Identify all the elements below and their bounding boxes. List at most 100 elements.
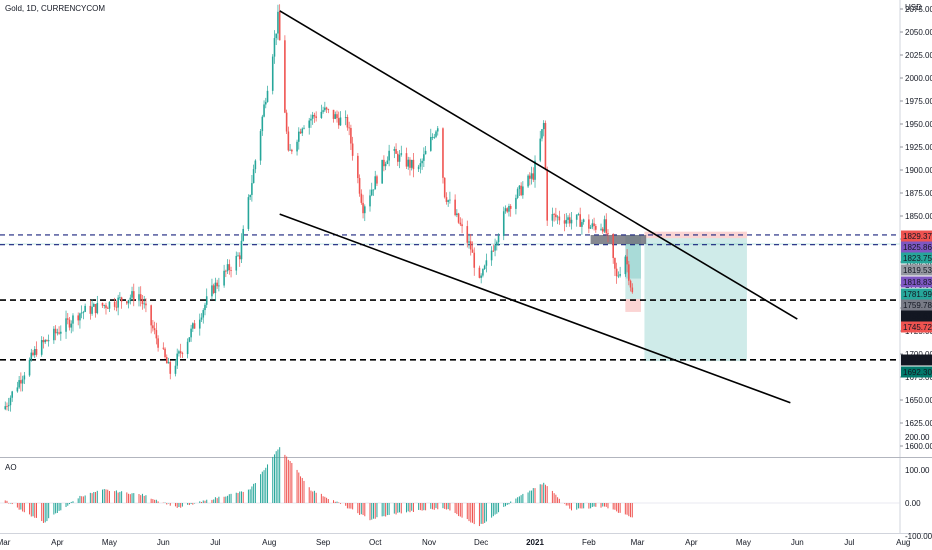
candle-body <box>301 128 304 134</box>
candle-body <box>405 153 408 167</box>
candle-body <box>431 136 434 138</box>
price-label-text: 1825.86 <box>903 243 932 252</box>
candle-body <box>619 274 621 276</box>
candle-body <box>443 177 446 198</box>
candle-body <box>469 241 472 250</box>
candle-body <box>117 297 119 308</box>
candle-body <box>485 260 488 266</box>
candle-body <box>332 109 335 119</box>
time-axis-label: Oct <box>369 538 382 547</box>
candle-body <box>30 352 33 360</box>
candle-body <box>339 117 342 126</box>
candle-body <box>58 332 60 334</box>
candle-body <box>615 268 618 277</box>
candle-body <box>28 359 31 376</box>
price-tick-label: 1650.00 <box>905 396 932 405</box>
candle-body <box>167 362 170 364</box>
candle-body <box>459 222 462 225</box>
candle-body <box>152 325 154 329</box>
candle-body <box>589 227 592 229</box>
price-label-box <box>901 276 932 288</box>
price-tick-label: 2000.00 <box>905 74 932 83</box>
candle-body <box>393 149 396 151</box>
candle-body <box>247 197 250 229</box>
price-label-box <box>901 310 932 322</box>
candle-body <box>214 282 217 294</box>
candle-body <box>553 214 555 215</box>
time-axis-label: Jun <box>157 538 170 547</box>
candle-body <box>396 153 399 162</box>
candle-body <box>129 297 132 300</box>
price-tick-label: 1625.00 <box>905 419 932 428</box>
candle-body <box>461 224 463 227</box>
candle-body <box>179 351 182 354</box>
candle-body <box>285 112 288 132</box>
candle-body <box>44 340 46 343</box>
candle-body <box>20 380 22 384</box>
candle-body <box>254 160 257 170</box>
horizontal-levels[interactable] <box>0 234 900 361</box>
candle-body <box>628 264 630 281</box>
candle-body <box>252 169 255 184</box>
candle-body <box>91 306 93 314</box>
price-tick-label: 1600.00 <box>905 442 932 451</box>
candle-body <box>291 149 293 152</box>
candle-body <box>311 114 314 119</box>
candle-body <box>212 285 215 294</box>
candle-body <box>211 285 213 297</box>
price-tick-label: 2050.00 <box>905 28 932 37</box>
candle-body <box>351 143 354 156</box>
candle-body <box>449 199 451 201</box>
candle-body <box>299 131 302 134</box>
price-label-text: 1819.53 <box>903 266 932 275</box>
candle-body <box>228 264 231 271</box>
time-axis-label: Nov <box>422 538 436 547</box>
candle-body <box>94 304 97 314</box>
time-axis-label: May <box>102 538 117 547</box>
candle-body <box>370 189 373 196</box>
candle-body <box>120 297 123 302</box>
candle-body <box>551 214 554 221</box>
candle-body <box>575 214 578 220</box>
candle-body <box>336 114 338 119</box>
candle-body <box>198 319 201 329</box>
candle-body <box>527 175 529 187</box>
candle-body <box>313 114 316 117</box>
candle-body <box>235 255 238 271</box>
candle-body <box>139 294 142 300</box>
price-label-box <box>901 230 932 242</box>
candle-body <box>310 118 312 121</box>
candle-body <box>108 301 111 309</box>
candle-body <box>47 340 50 342</box>
candle-body <box>271 56 274 91</box>
time-axis-label: May <box>736 538 751 547</box>
price-label-text: 1758.67 <box>903 312 932 321</box>
stop-zone-small <box>625 299 641 312</box>
trend-lines[interactable] <box>279 10 798 404</box>
time-axis-label: 2021 <box>526 538 544 547</box>
price-tick-label: 2025.00 <box>905 51 932 60</box>
candle-body <box>600 228 602 230</box>
candle-body <box>417 166 420 170</box>
candle-body <box>421 160 423 164</box>
candle-body <box>303 127 305 129</box>
candle-body <box>263 104 265 117</box>
candle-body <box>192 323 194 329</box>
candle-body <box>105 305 107 308</box>
candle-body <box>65 318 67 332</box>
candle-body <box>624 256 627 275</box>
candle-body <box>424 150 427 155</box>
candle-body <box>376 176 378 184</box>
candle-body <box>423 154 425 161</box>
candle-body <box>601 228 604 232</box>
time-axis-label: Jul <box>844 538 854 547</box>
candle-body <box>186 341 189 355</box>
candle-body <box>264 101 267 105</box>
candle-body <box>89 305 92 314</box>
symbol-title: Gold, 1D, CURRENCYCOM <box>5 4 106 13</box>
candle-body <box>530 173 533 179</box>
candle-body <box>591 223 594 228</box>
price-label-box <box>901 366 932 378</box>
